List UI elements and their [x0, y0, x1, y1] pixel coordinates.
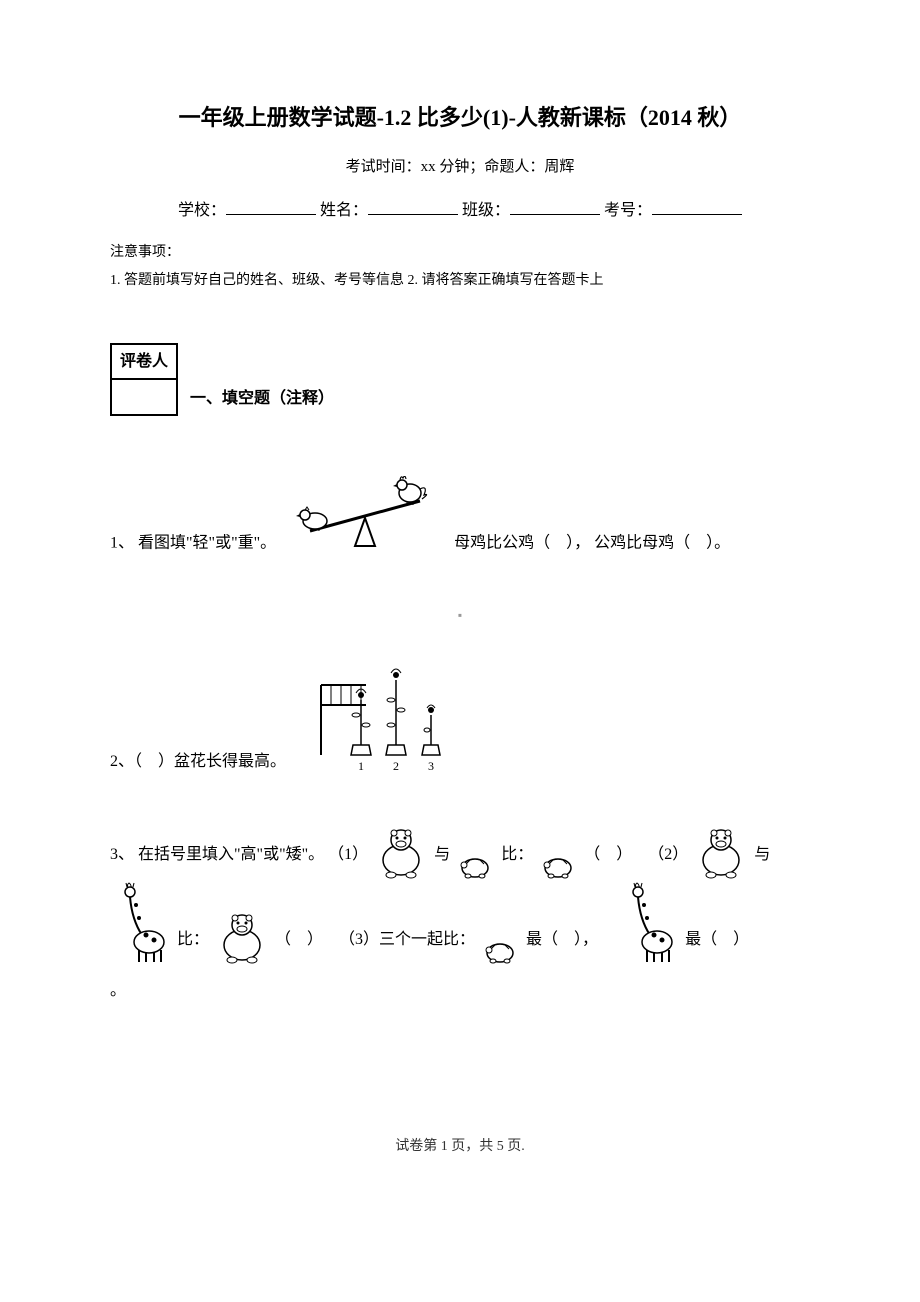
q1-text: 母鸡比公鸡（ ）， 公鸡比母鸡（ ）。: [454, 534, 730, 551]
q3-part1-pre: （1）: [328, 846, 368, 863]
flower-label-3: 3: [428, 759, 434, 773]
hippo-icon-3: [217, 910, 267, 965]
q3-part3-pre: （3）三个一起比：: [339, 931, 475, 948]
subtitle-time-unit: 分钟；命题人：周辉: [436, 159, 575, 175]
giraffe-icon: [114, 880, 169, 965]
school-label: 学校：: [178, 202, 226, 219]
exam-subtitle: 考试时间：xx 分钟；命题人：周辉: [110, 155, 810, 179]
grader-empty: [111, 379, 177, 415]
notes-label: 注意事项：: [110, 242, 810, 264]
flowers-image: 1 2 3: [316, 655, 456, 775]
hippo-icon: [376, 825, 426, 880]
q1-prompt: 看图填"轻"或"重"。: [134, 534, 276, 551]
hippo-icon-2: [696, 825, 746, 880]
notes-content: 1. 答题前填写好自己的姓名、班级、考号等信息 2. 请将答案正确填写在答题卡上: [110, 270, 810, 292]
q3-num: 3、: [110, 846, 134, 863]
q3-blank-2[interactable]: （ ）: [275, 931, 323, 948]
turtle-icon: [458, 850, 493, 880]
grader-label: 评卷人: [111, 344, 177, 380]
turtle-icon-2: [541, 850, 576, 880]
q1-num: 1、: [110, 534, 134, 551]
seesaw-image: [290, 476, 440, 556]
question-2: 2、（ ）盆花长得最高。: [110, 655, 810, 775]
turtle-icon-3: [483, 935, 518, 965]
section-header: 评卷人 一、填空题（注释）: [110, 343, 810, 416]
examno-blank[interactable]: [652, 197, 742, 215]
q2-num: 2、: [110, 753, 134, 770]
q3-with-2: 与: [754, 846, 770, 863]
q2-text: （ ）盆花长得最高。: [134, 753, 286, 770]
section-title: 一、填空题（注释）: [190, 386, 334, 416]
flower-label-2: 2: [393, 759, 399, 773]
q3-most-2[interactable]: 最（ ）: [685, 931, 749, 948]
flower-label-1: 1: [358, 759, 364, 773]
center-marker: ▪: [110, 606, 810, 625]
page-footer: 试卷第 1 页，共 5 页.: [110, 1136, 810, 1158]
q3-compare-2: 比：: [177, 931, 209, 948]
grader-box: 评卷人: [110, 343, 178, 416]
school-blank[interactable]: [226, 197, 316, 215]
question-3: 3、 在括号里填入"高"或"矮"。 （1） 与 比： （ ） （2） 与 比： …: [110, 825, 810, 1016]
q3-part2-pre: （2）: [648, 846, 688, 863]
examno-label: 考号：: [604, 202, 652, 219]
giraffe-icon-2: [622, 880, 677, 965]
page-title: 一年级上册数学试题-1.2 比多少(1)-人教新课标（2014 秋）: [110, 100, 810, 135]
subtitle-prefix: 考试时间：: [346, 159, 421, 175]
q3-blank-1[interactable]: （ ）: [584, 846, 632, 863]
q3-with-1: 与: [434, 846, 450, 863]
q3-compare-1: 比：: [501, 846, 533, 863]
q3-most-1[interactable]: 最（ ），: [526, 931, 598, 948]
q3-period: 。: [110, 982, 126, 999]
class-blank[interactable]: [510, 197, 600, 215]
subtitle-time: xx: [421, 159, 436, 175]
class-label: 班级：: [462, 202, 510, 219]
name-label: 姓名：: [320, 202, 368, 219]
name-blank[interactable]: [368, 197, 458, 215]
question-1: 1、 看图填"轻"或"重"。 母鸡比公鸡（ ）: [110, 476, 810, 556]
student-info-line: 学校： 姓名： 班级： 考号：: [110, 197, 810, 224]
q3-prompt: 在括号里填入"高"或"矮"。: [134, 846, 324, 863]
